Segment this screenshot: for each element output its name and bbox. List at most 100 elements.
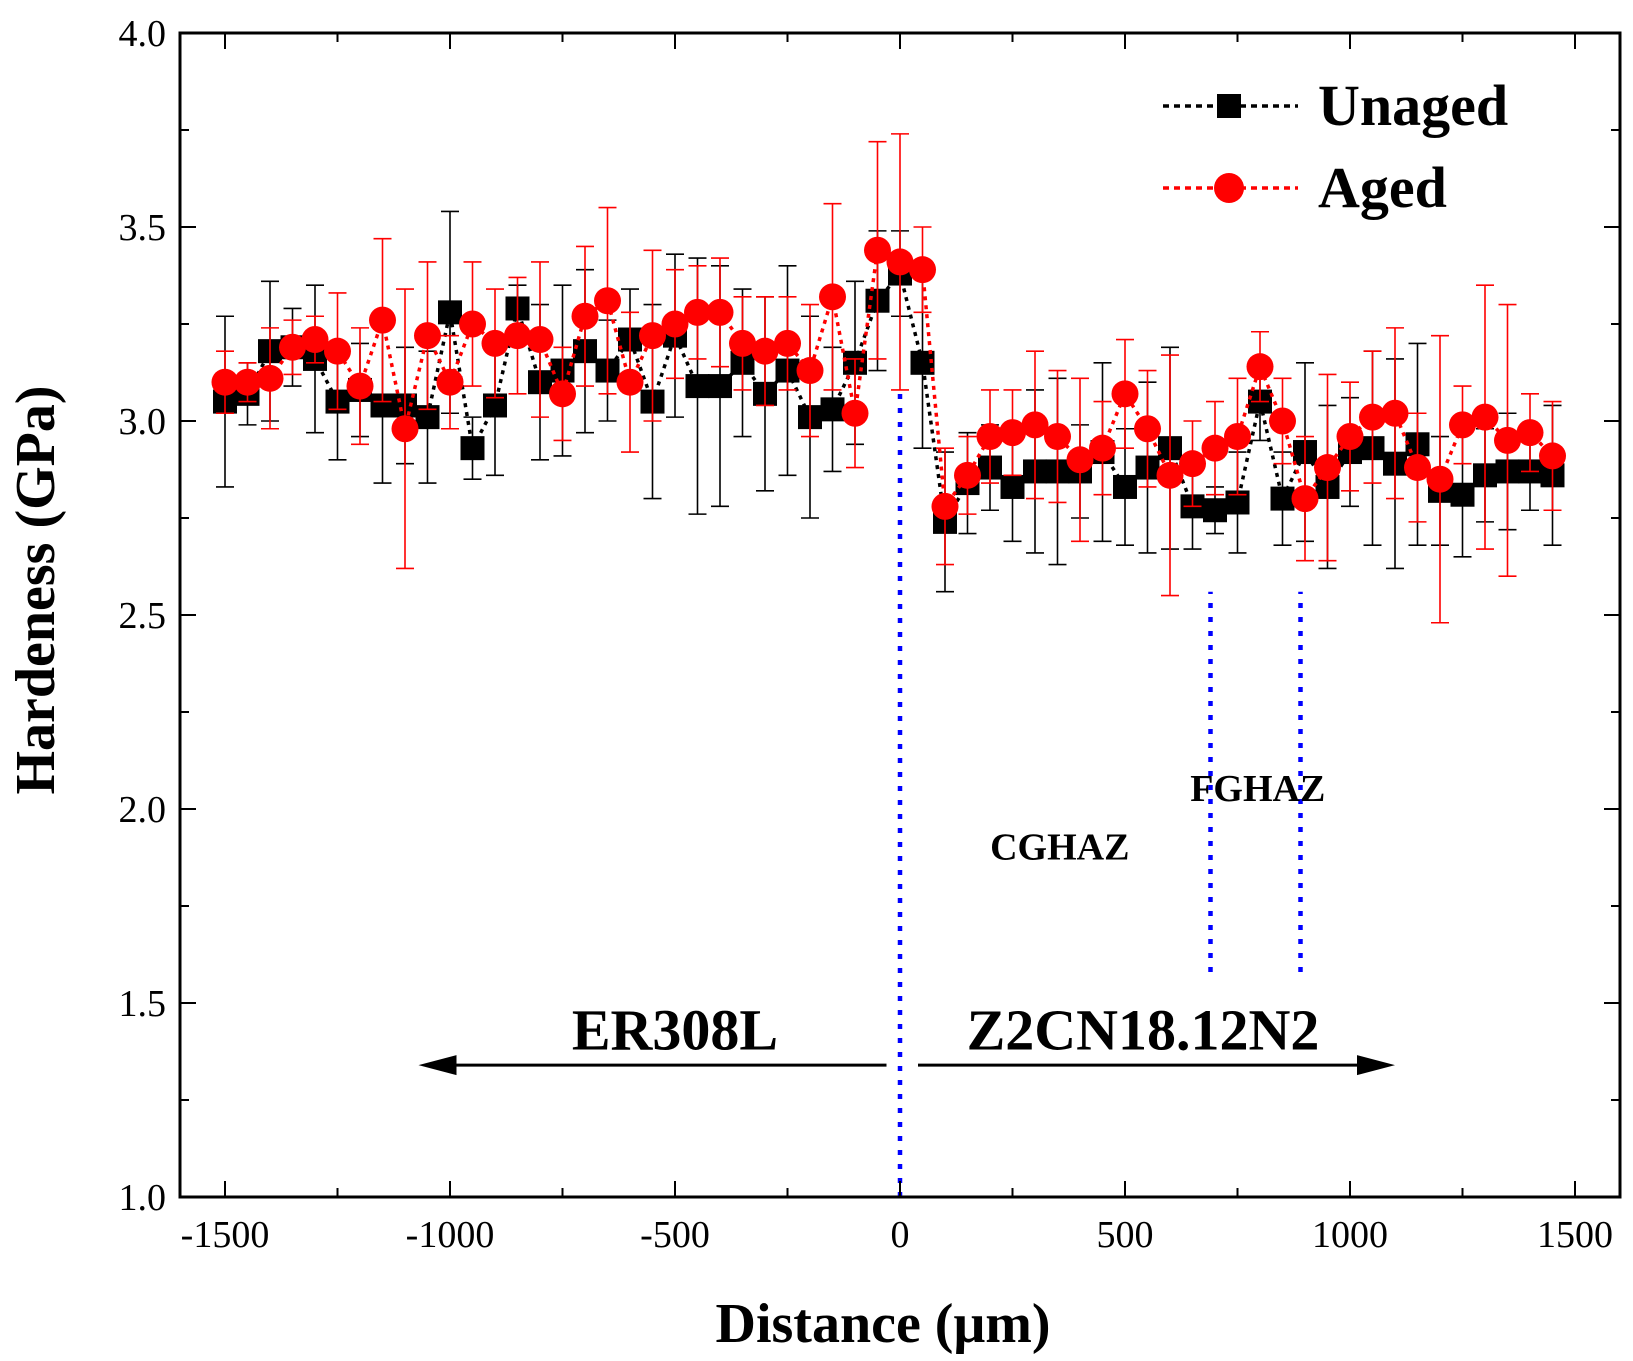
region-label: ER308L: [572, 998, 778, 1063]
legend-label: Unaged: [1318, 73, 1508, 138]
data-point: [571, 302, 599, 330]
data-point: [751, 337, 779, 365]
y-tick-label: 2.0: [119, 789, 167, 831]
data-point: [819, 283, 846, 311]
y-tick-label: 3.5: [119, 207, 167, 249]
axes: -1500 -1000 -500 0 500 1000 1500 1.0 1.5 2.0 2.5 3.…: [119, 13, 1622, 1256]
data-point: [1381, 399, 1409, 427]
data-point: [256, 364, 284, 392]
region-arrow: [418, 1055, 887, 1076]
data-point: [414, 322, 441, 350]
legend-item-aged: Aged: [1163, 155, 1447, 220]
y-tick-label: 1.5: [119, 983, 167, 1025]
region-label: CGHAZ: [990, 826, 1129, 868]
arrow-head: [1357, 1055, 1395, 1076]
y-tick-label: 2.5: [119, 595, 167, 637]
data-point: [841, 399, 869, 427]
data-point: [549, 380, 576, 408]
data-point: [1203, 498, 1227, 523]
data-point: [1269, 407, 1296, 435]
series-aged: [211, 133, 1566, 624]
legend-marker: [1217, 94, 1241, 118]
data-point: [504, 322, 531, 350]
data-point: [1246, 353, 1274, 381]
data-point: [1224, 423, 1251, 451]
data-point: [1111, 380, 1139, 408]
data-point: [1089, 434, 1116, 462]
data-point: [279, 333, 306, 361]
data-point: [391, 415, 419, 443]
data-point: [1179, 450, 1206, 478]
data-point: [639, 322, 666, 350]
x-tick-label: 0: [891, 1214, 910, 1256]
x-tick-label: 1000: [1312, 1214, 1388, 1256]
x-axis-title: Distance (μm): [716, 1293, 1051, 1355]
data-point: [1291, 485, 1319, 513]
data-point: [1156, 461, 1184, 489]
data-point: [886, 248, 914, 276]
data-point: [1134, 415, 1161, 443]
data-point: [661, 310, 689, 338]
data-point: [1404, 454, 1431, 482]
data-point: [616, 368, 644, 396]
data-point: [211, 368, 239, 396]
data-point: [909, 256, 936, 284]
data-point: [459, 310, 486, 338]
data-point: [234, 368, 261, 396]
data-point: [976, 423, 1004, 451]
data-point: [1314, 454, 1341, 482]
data-point: [1450, 482, 1475, 507]
y-tick-label: 3.0: [119, 401, 167, 443]
x-tick-label: 1500: [1537, 1214, 1613, 1256]
data-point: [460, 436, 485, 461]
region-arrow: [918, 1055, 1395, 1076]
annotations: ER308L Z2CN18.12N2 CGHAZ FGHAZ: [418, 768, 1395, 1076]
data-point: [438, 300, 462, 325]
data-point: [1471, 403, 1499, 431]
data-point: [436, 368, 464, 396]
data-point: [999, 419, 1026, 447]
data-point: [1494, 426, 1521, 454]
data-point: [1336, 423, 1364, 451]
data-point: [1359, 403, 1386, 431]
y-axis-title: Hardeness (GPa): [5, 385, 67, 794]
data-point: [1426, 465, 1454, 493]
data-point: [931, 492, 959, 520]
y-tick-label: 1.0: [119, 1177, 167, 1219]
legend-label: Aged: [1318, 155, 1447, 220]
data-point: [1113, 474, 1137, 499]
data-point: [1201, 434, 1229, 462]
x-tick-label: 500: [1097, 1214, 1154, 1256]
data-point: [774, 329, 801, 357]
data-point: [1539, 442, 1566, 470]
data-point: [1516, 419, 1544, 447]
legend-item-unaged: Unaged: [1163, 73, 1508, 138]
arrow-head: [418, 1055, 457, 1076]
data-point: [864, 236, 891, 264]
data-point: [820, 397, 845, 422]
data-point: [1270, 486, 1295, 511]
data-point: [1225, 490, 1250, 515]
legend: Unaged Aged: [1163, 73, 1508, 220]
data-point: [684, 298, 711, 326]
data-point: [1044, 423, 1071, 451]
data-point: [1021, 411, 1049, 439]
data-point: [301, 326, 329, 354]
data-point: [346, 372, 374, 400]
y-tick-label: 4.0: [119, 13, 167, 55]
data-point: [1000, 474, 1025, 499]
legend-marker: [1214, 173, 1244, 203]
data-point: [324, 337, 351, 365]
data-point: [708, 374, 732, 399]
x-tick-label: -1500: [181, 1214, 270, 1256]
data-point: [685, 374, 710, 399]
data-point: [796, 357, 824, 385]
data-point: [481, 329, 509, 357]
data-point: [1066, 446, 1094, 474]
data-point: [1449, 411, 1476, 439]
x-tick-label: -500: [640, 1214, 710, 1256]
x-tick-label: -1000: [406, 1214, 495, 1256]
region-label: FGHAZ: [1190, 768, 1325, 810]
data-point: [954, 461, 981, 489]
